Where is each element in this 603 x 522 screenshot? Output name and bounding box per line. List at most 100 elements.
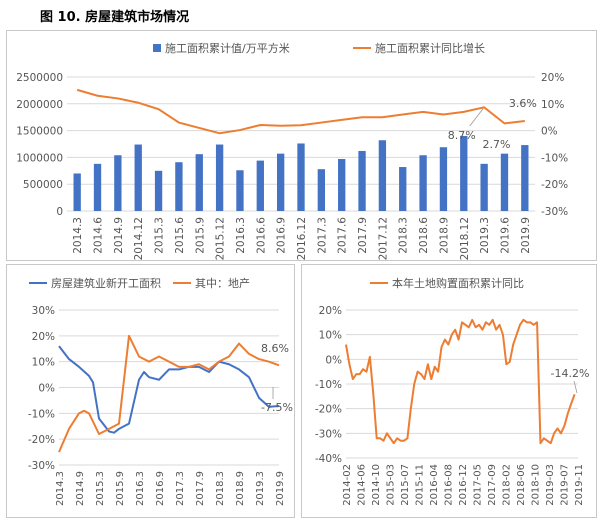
bar (134, 144, 142, 211)
bar (297, 143, 305, 211)
y-tick-label: -20% (28, 434, 55, 446)
x-tick-label: 2017.9 (357, 217, 369, 254)
y-left-tick-label: 2000000 (16, 99, 63, 111)
bar (399, 167, 407, 211)
x-tick-label: 2015.9 (194, 217, 206, 254)
x-tick-label: 2016.6 (255, 217, 267, 254)
y-tick-label: -40% (315, 453, 342, 465)
x-tick-label: 2018.12 (459, 217, 471, 260)
series-line (58, 345, 280, 434)
x-tick-label: 2018.9 (438, 217, 450, 254)
x-tick-label: 2018.3 (398, 217, 410, 254)
chart-construction-area: 0 500000 1000000 1500000 2000000 2500000 -30% -… (16, 41, 568, 260)
y-tick-label: -30% (315, 428, 342, 440)
x-tick-label: 2018-10 (531, 464, 542, 506)
annotation-leader (573, 380, 578, 394)
x-tick-label: 2018-02 (502, 464, 513, 506)
bar (154, 170, 163, 211)
x-tick-label: 2019.6 (499, 217, 511, 254)
y-tick-label: 0% (325, 354, 342, 366)
series-line (58, 334, 280, 453)
panel-land-purchase: -40% -30% -20% -10% 0% 10% 20% 2014-02 2014-06 20… (301, 264, 597, 518)
y-right-tick-label: 10% (541, 99, 564, 111)
x-tick-label: 2016.9 (276, 217, 288, 254)
x-tick-label: 2014.12 (133, 217, 145, 260)
y-tick-label: 30% (32, 305, 55, 317)
panel-construction-area: 0 500000 1000000 1500000 2000000 2500000 -30% -… (6, 30, 597, 261)
x-tick-label: 2015.3 (95, 471, 106, 506)
x-tick-label: 2015.6 (174, 217, 186, 254)
x-tick-label: 2015-07 (400, 464, 411, 506)
y-tick-label: 20% (32, 331, 55, 343)
annotation-label: 3.6% (509, 97, 537, 110)
annotation-label: -7.5% (261, 401, 293, 414)
x-tick-label: 2016.9 (155, 471, 166, 506)
bar (256, 160, 264, 211)
x-tick-label: 2014.6 (93, 217, 105, 254)
x-tick-label: 2015.3 (154, 217, 166, 254)
annotation-label: 8.7% (448, 129, 476, 142)
y-tick-label: -30% (28, 460, 55, 472)
bar (317, 169, 326, 211)
figure-title: 图 10. 房屋建筑市场情况 (40, 10, 190, 25)
annotation-leader (469, 107, 485, 127)
y-left-tick-label: 1500000 (16, 126, 63, 138)
x-tick-label: 2014-02 (342, 464, 353, 506)
x-tick-label: 2017.12 (377, 217, 389, 260)
x-tick-label: 2017.6 (337, 217, 349, 254)
bar (480, 163, 488, 211)
bar (500, 153, 509, 211)
x-tick-label: 2016.3 (235, 217, 247, 254)
x-tick-label: 2019.9 (520, 217, 532, 254)
chart-land-purchase: -40%-30%-20%-10%0%10%20%2014-02 2014-06 20… (315, 276, 590, 506)
y-tick-label: 0% (38, 383, 55, 395)
legend-label: 施工面积累计同比增长 (375, 41, 485, 55)
bar (195, 154, 203, 211)
x-tick-label: 2016.3 (135, 471, 146, 506)
panel-new-starts: -30% -20% -10% 0% 10% 20% 30% 2014.3 2014.9 2015.… (6, 264, 295, 518)
x-tick-label: 2016-04 (429, 464, 440, 506)
bar (419, 155, 427, 211)
annotation-label: 2.7% (483, 138, 511, 151)
x-tick-label: 2019.3 (479, 217, 491, 254)
x-tick-label: 2017.3 (316, 217, 328, 254)
series-line (345, 318, 576, 445)
y-tick-label: -10% (28, 408, 55, 420)
x-tick-label: 2014.9 (113, 217, 125, 254)
bar (521, 145, 529, 211)
x-tick-label: 2014.3 (55, 471, 66, 506)
x-tick-label: 2018.3 (215, 471, 226, 506)
bar (215, 144, 224, 211)
bar (439, 147, 448, 211)
y-tick-label: -10% (315, 379, 342, 391)
y-left-tick-label: 1000000 (16, 152, 63, 164)
x-tick-label: 2015.9 (115, 471, 126, 506)
legend-label: 本年土地购置面积累计同比 (392, 276, 524, 290)
x-tick-label: 2014.9 (75, 471, 86, 506)
x-tick-label: 2017-09 (487, 464, 498, 506)
x-tick-label: 2015-03 (386, 464, 397, 506)
x-tick-label: 2014-10 (371, 464, 382, 506)
legend-label: 施工面积累计值/万平方米 (165, 41, 290, 55)
annotation-label: 8.6% (261, 342, 289, 355)
x-tick-label: 2015.12 (215, 217, 227, 260)
y-right-tick-label: -30% (541, 206, 568, 218)
legend-swatch-bar (153, 44, 161, 52)
x-tick-label: 2018.9 (235, 471, 246, 506)
legend-label: 房屋建筑业新开工面积 (51, 276, 161, 290)
x-tick-label: 2019-07 (560, 464, 571, 506)
bar (460, 135, 468, 211)
bar (378, 140, 387, 211)
x-tick-label: 2019-03 (545, 464, 556, 506)
x-tick-label: 2017-05 (473, 464, 484, 506)
y-tick-label: 10% (32, 357, 55, 369)
bar (114, 155, 122, 211)
y-right-tick-label: -20% (541, 179, 568, 191)
x-tick-label: 2017.3 (175, 471, 186, 506)
y-tick-label: -20% (315, 404, 342, 416)
y-left-tick-label: 0 (56, 206, 63, 218)
x-tick-label: 2019.9 (275, 471, 286, 506)
bar (358, 150, 366, 211)
bar (93, 163, 102, 211)
x-tick-label: 2014.3 (72, 217, 84, 254)
